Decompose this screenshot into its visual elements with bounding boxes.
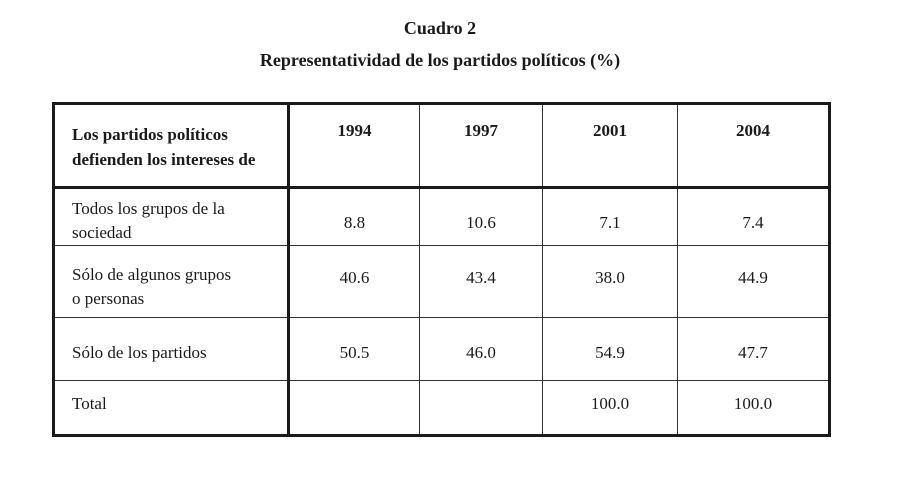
cell-value — [288, 380, 420, 436]
cell-value: 7.4 — [677, 187, 830, 246]
cell-value: 100.0 — [677, 380, 830, 436]
table-row: Sólo de algunos grupos o personas 40.6 4… — [53, 245, 830, 318]
table-title: Representatividad de los partidos políti… — [259, 50, 621, 70]
row-label-line2: sociedad — [72, 223, 132, 242]
cell-value: 47.7 — [677, 317, 830, 381]
row-label-line1: Sólo de algunos grupos — [72, 265, 232, 284]
row-label-line2: o personas — [72, 289, 145, 308]
table-row-total: Total 100.0 100.0 — [53, 380, 830, 436]
cell-value: 100.0 — [542, 380, 678, 436]
row-label: Total — [53, 380, 290, 436]
header-year-2001: 2001 — [542, 103, 678, 189]
table-header-row: Los partidos políticos defienden los int… — [53, 103, 830, 189]
data-table: Los partidos políticos defienden los int… — [52, 102, 831, 437]
header-label-line1: Los partidos políticos — [72, 125, 228, 144]
cell-value: 50.5 — [288, 317, 420, 381]
cell-value: 54.9 — [542, 317, 678, 381]
header-year-1994: 1994 — [288, 103, 420, 189]
table-row: Sólo de los partidos 50.5 46.0 54.9 47.7 — [53, 317, 830, 381]
table-number: Cuadro 2 — [403, 18, 477, 38]
cell-value: 43.4 — [419, 245, 543, 318]
cell-value: 38.0 — [542, 245, 678, 318]
row-label: Todos los grupos de la sociedad — [53, 187, 290, 246]
header-year-2004: 2004 — [677, 103, 830, 189]
row-label: Sólo de algunos grupos o personas — [53, 245, 290, 318]
cell-value: 10.6 — [419, 187, 543, 246]
cell-value: 8.8 — [288, 187, 420, 246]
table-row: Todos los grupos de la sociedad 8.8 10.6… — [53, 187, 830, 246]
cell-value: 7.1 — [542, 187, 678, 246]
cell-value — [419, 380, 543, 436]
row-label: Sólo de los partidos — [53, 317, 290, 381]
header-year-1997: 1997 — [419, 103, 543, 189]
cell-value: 46.0 — [419, 317, 543, 381]
header-label-line2: defienden los intereses de — [72, 150, 256, 169]
row-label-line1: Todos los grupos de la — [72, 199, 225, 218]
cell-value: 44.9 — [677, 245, 830, 318]
cell-value: 40.6 — [288, 245, 420, 318]
header-label-cell: Los partidos políticos defienden los int… — [53, 103, 290, 189]
